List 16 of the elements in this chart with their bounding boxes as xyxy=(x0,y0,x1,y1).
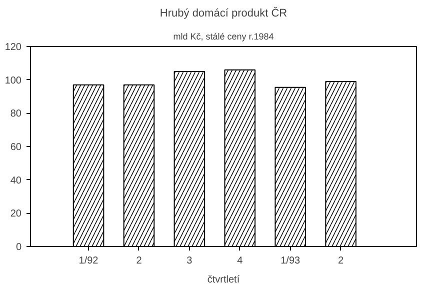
y-tick-label: 80 xyxy=(10,108,22,120)
x-tick-label: 3 xyxy=(186,256,193,266)
x-axis-title: čtvrtletí xyxy=(207,274,240,286)
x-tick-label: 4 xyxy=(237,256,244,266)
y-tick-label: 60 xyxy=(10,142,22,153)
y-tick-label: 20 xyxy=(10,208,22,220)
x-tick-label: 1/93 xyxy=(280,256,301,266)
y-tick-label: 100 xyxy=(4,75,22,86)
y-tick-label: 40 xyxy=(10,175,22,186)
y-tick-label: 120 xyxy=(4,42,22,53)
y-tick-label: 0 xyxy=(16,242,22,253)
x-tick-label: 1/92 xyxy=(78,256,99,266)
x-tick-label: 2 xyxy=(338,256,344,266)
chart-subtitle: mld Kč, stálé ceny r.1984 xyxy=(173,32,274,42)
chart-title: Hrubý domácí produkt ČR xyxy=(160,6,288,20)
x-tick-label: 2 xyxy=(136,256,142,266)
